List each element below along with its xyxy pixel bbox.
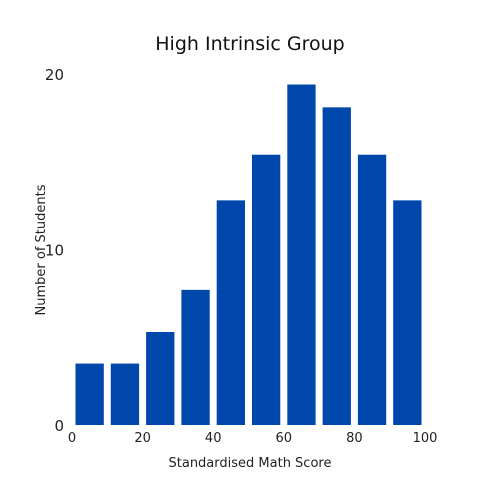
x-tick-label: 20 [134,431,151,446]
x-tick-labels: 0 20 40 60 80 100 [68,431,438,446]
x-tick-label: 100 [413,431,438,446]
histogram-bar [287,84,316,425]
x-tick-label: 80 [346,431,363,446]
x-tick-label: 60 [276,431,293,446]
histogram-bar [393,200,422,425]
x-tick-label: 0 [68,431,76,446]
histogram-bar [322,107,351,425]
y-axis-label: Number of Students [34,184,49,315]
histogram-bar [216,200,245,425]
chart-title: High Intrinsic Group [155,33,344,55]
x-axis-label: Standardised Math Score [169,456,332,471]
y-tick-label: 20 [45,66,64,84]
y-tick-labels: 0 10 20 [45,66,64,435]
histogram-bar [252,154,281,426]
histogram-bar [110,363,140,425]
x-tick-label: 40 [205,431,222,446]
histogram-bar [357,154,387,426]
histogram-bar [75,363,104,425]
histogram-bar [181,289,210,425]
bars-layer [75,84,422,426]
y-tick-label: 0 [54,417,64,435]
y-tick-label: 10 [45,242,64,260]
histogram-bar [146,331,175,425]
